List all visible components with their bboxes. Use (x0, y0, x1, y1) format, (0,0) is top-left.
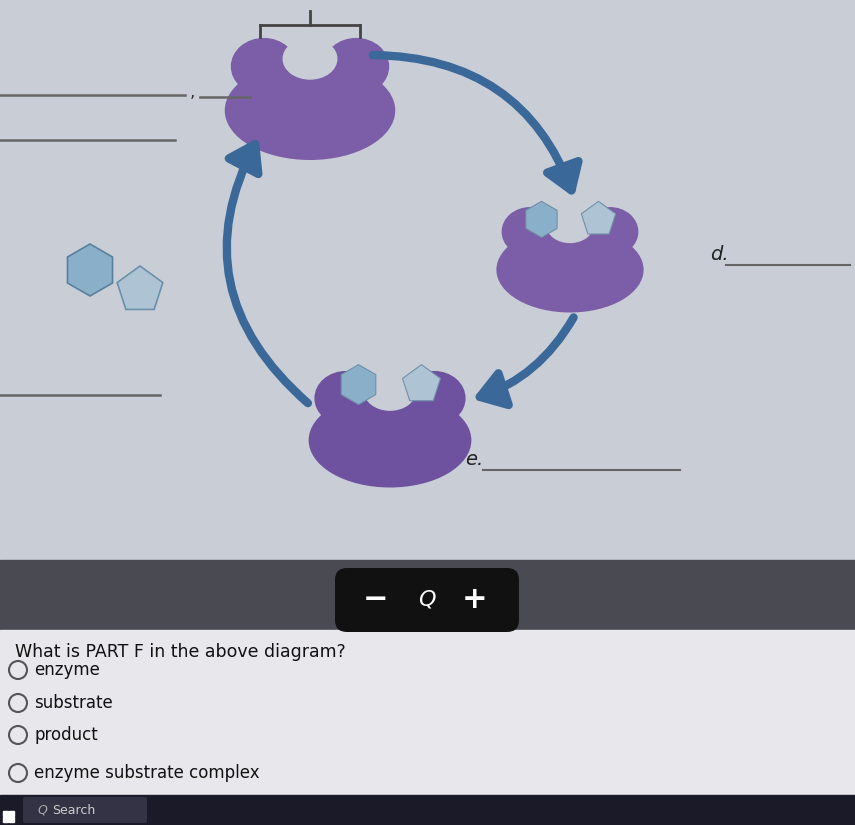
Text: e.: e. (465, 450, 483, 469)
Ellipse shape (309, 393, 471, 488)
Ellipse shape (403, 371, 466, 426)
Text: d.: d. (710, 245, 728, 264)
Text: enzyme substrate complex: enzyme substrate complex (34, 764, 260, 782)
Bar (0, 630, 855, 825)
Polygon shape (68, 244, 113, 296)
Ellipse shape (282, 38, 338, 80)
Ellipse shape (323, 38, 389, 95)
Bar (3, 817, 8, 822)
FancyArrowPatch shape (373, 55, 579, 191)
Text: enzyme: enzyme (34, 661, 100, 679)
Bar (3, 811, 8, 816)
Polygon shape (581, 201, 616, 234)
Ellipse shape (363, 371, 416, 411)
Text: +: + (463, 586, 488, 615)
Ellipse shape (581, 207, 639, 257)
Polygon shape (526, 201, 557, 238)
Text: Q: Q (37, 804, 47, 817)
Ellipse shape (315, 371, 377, 426)
Bar (9, 811, 14, 816)
Text: ,: , (190, 83, 196, 101)
Text: What is PART F in the above diagram?: What is PART F in the above diagram? (15, 643, 345, 661)
Bar (9, 817, 14, 822)
Text: product: product (34, 726, 97, 744)
Text: −: − (363, 586, 388, 615)
Ellipse shape (497, 227, 644, 313)
Bar (0, 795, 855, 825)
Text: Search: Search (52, 804, 95, 817)
Bar (0, 560, 855, 630)
Bar (0, 0, 855, 560)
Text: substrate: substrate (34, 694, 113, 712)
Ellipse shape (225, 61, 395, 160)
Polygon shape (341, 365, 376, 404)
Ellipse shape (502, 207, 558, 257)
FancyBboxPatch shape (23, 797, 147, 823)
FancyArrowPatch shape (227, 144, 308, 403)
FancyArrowPatch shape (480, 318, 574, 405)
FancyBboxPatch shape (335, 568, 519, 632)
Ellipse shape (231, 38, 297, 95)
Ellipse shape (546, 207, 593, 243)
Polygon shape (117, 266, 162, 309)
Polygon shape (403, 365, 440, 401)
Text: Q: Q (418, 590, 436, 610)
